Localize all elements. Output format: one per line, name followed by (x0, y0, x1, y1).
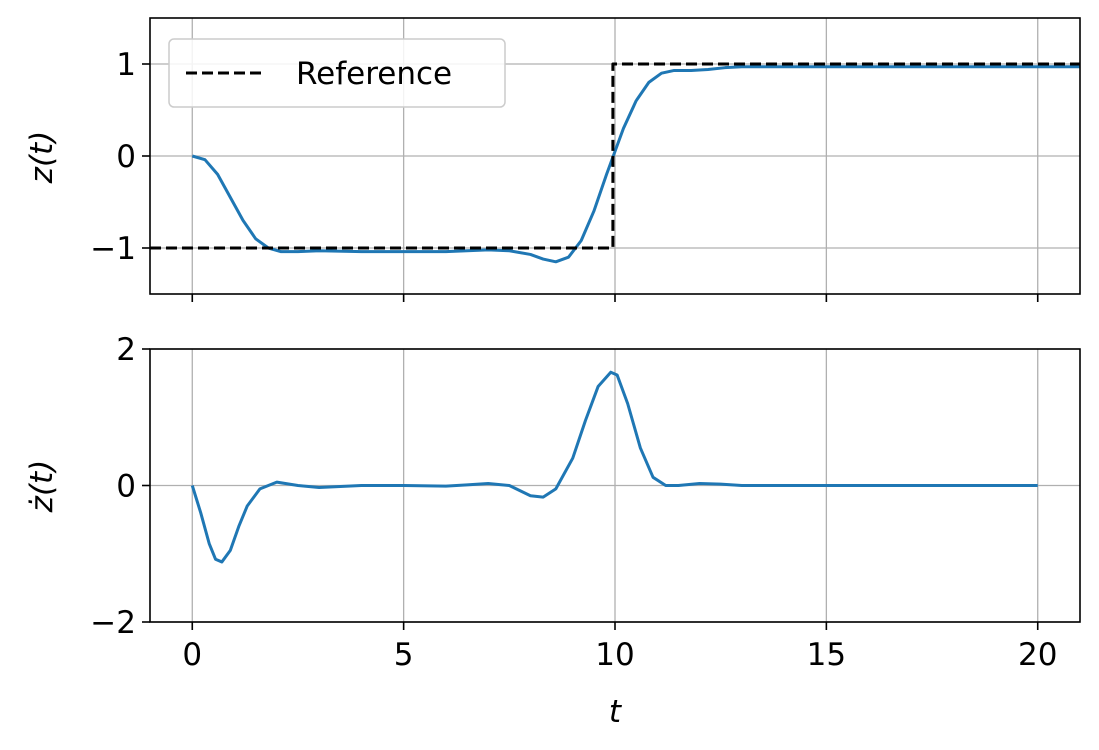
top-y-tick-label: −1 (90, 231, 136, 267)
bottom-ticks: 0 5 10 15 20 −2 0 2 (90, 332, 1057, 673)
reference-line (150, 62, 1080, 250)
legend-box (168, 38, 506, 108)
bottom-y-axis-label: ż(t) (24, 460, 60, 514)
top-y-axis-label: z(t) (24, 131, 60, 185)
bottom-plot-area (190, 370, 1038, 564)
bottom-panel: 0 5 10 15 20 −2 0 2 ż(t) t (24, 332, 1081, 730)
bot-x-tick-label: 5 (394, 637, 414, 673)
bot-y-tick-label: 2 (116, 332, 136, 368)
bot-signal-line (190, 370, 1038, 564)
top-panel: −1 0 1 z(t) Reference (24, 17, 1081, 302)
top-y-tick-label: 0 (116, 139, 136, 175)
legend: Reference (168, 38, 506, 108)
bot-x-tick-label: 20 (1018, 637, 1057, 673)
bot-x-tick-label: 0 (182, 637, 202, 673)
bottom-x-axis-label: t (609, 694, 623, 730)
bot-x-tick-label: 10 (595, 637, 634, 673)
legend-reference-label: Reference (296, 56, 452, 92)
bot-x-tick-label: 15 (807, 637, 846, 673)
top-ticks: −1 0 1 (90, 47, 1039, 302)
top-y-tick-label: 1 (116, 47, 136, 83)
bot-y-tick-label: 0 (116, 469, 136, 505)
top-plot-area (150, 62, 1080, 264)
bot-y-tick-label: −2 (90, 605, 136, 641)
